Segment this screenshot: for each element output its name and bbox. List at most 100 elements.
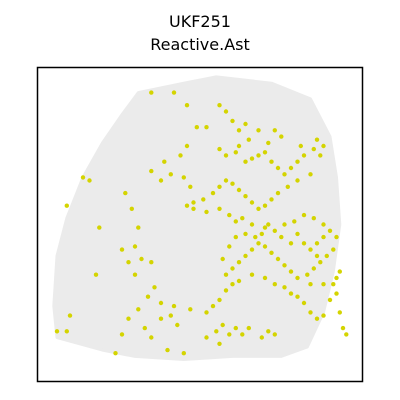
data-point [250, 200, 254, 204]
data-point [308, 172, 312, 176]
data-point [185, 204, 189, 208]
data-point [224, 273, 228, 277]
data-point [328, 298, 332, 302]
data-point [234, 235, 238, 239]
data-point [331, 282, 335, 286]
data-point [94, 273, 98, 277]
data-point [331, 247, 335, 251]
data-point [126, 260, 130, 264]
data-point [97, 225, 101, 229]
data-point [217, 103, 221, 107]
data-point [315, 317, 319, 321]
data-point [260, 335, 264, 339]
data-point [120, 247, 124, 251]
data-point [217, 207, 221, 211]
data-point [230, 266, 234, 270]
data-point [289, 291, 293, 295]
data-point [130, 207, 134, 211]
data-point [224, 109, 228, 113]
data-point [266, 141, 270, 145]
data-point [292, 219, 296, 223]
data-point [273, 282, 277, 286]
data-point [230, 182, 234, 186]
data-point [286, 185, 290, 189]
data-point [250, 222, 254, 226]
data-point [302, 153, 306, 157]
data-point [188, 307, 192, 311]
data-point [165, 348, 169, 352]
data-point [312, 266, 316, 270]
data-point [188, 185, 192, 189]
data-point [211, 304, 215, 308]
data-point [273, 332, 277, 336]
data-point [217, 147, 221, 151]
data-point [321, 313, 325, 317]
data-point [234, 219, 238, 223]
data-point [321, 235, 325, 239]
data-point [256, 128, 260, 132]
data-point [204, 310, 208, 314]
data-point [172, 90, 176, 94]
data-point [224, 178, 228, 182]
data-point [273, 229, 277, 233]
data-point [279, 235, 283, 239]
data-point [195, 125, 199, 129]
data-point [133, 244, 137, 248]
data-point [123, 191, 127, 195]
data-point [318, 260, 322, 264]
data-point [321, 222, 325, 226]
data-point [282, 172, 286, 176]
data-point [273, 128, 277, 132]
data-point [227, 244, 231, 248]
data-point [289, 241, 293, 245]
data-point [263, 276, 267, 280]
data-point [315, 138, 319, 142]
data-point [328, 229, 332, 233]
data-point [230, 119, 234, 123]
data-point [243, 254, 247, 258]
data-point [289, 269, 293, 273]
data-point [224, 288, 228, 292]
data-point [146, 295, 150, 299]
data-point [136, 307, 140, 311]
data-point [269, 197, 273, 201]
data-point [282, 263, 286, 267]
data-point [321, 282, 325, 286]
data-point [227, 332, 231, 336]
data-point [325, 254, 329, 258]
data-point [299, 144, 303, 148]
data-point [243, 194, 247, 198]
data-point [237, 260, 241, 264]
data-point [230, 282, 234, 286]
data-point [182, 351, 186, 355]
data-point [308, 282, 312, 286]
data-point [308, 310, 312, 314]
data-point [247, 326, 251, 330]
data-point [250, 247, 254, 251]
data-point [185, 144, 189, 148]
data-point [162, 160, 166, 164]
data-point [143, 326, 147, 330]
data-point [185, 103, 189, 107]
data-point [237, 128, 241, 132]
data-point [191, 207, 195, 211]
data-point [217, 185, 221, 189]
data-point [302, 301, 306, 305]
data-point [152, 285, 156, 289]
data-point [305, 273, 309, 277]
data-point [256, 207, 260, 211]
data-point [211, 191, 215, 195]
data-point [269, 251, 273, 255]
data-point [149, 335, 153, 339]
data-point [68, 313, 72, 317]
data-point [217, 342, 221, 346]
data-point [120, 332, 124, 336]
data-point [237, 144, 241, 148]
data-point [263, 244, 267, 248]
data-point [81, 175, 85, 179]
data-point [224, 153, 228, 157]
data-point [334, 276, 338, 280]
data-point [227, 213, 231, 217]
data-point [240, 332, 244, 336]
data-point [276, 257, 280, 261]
